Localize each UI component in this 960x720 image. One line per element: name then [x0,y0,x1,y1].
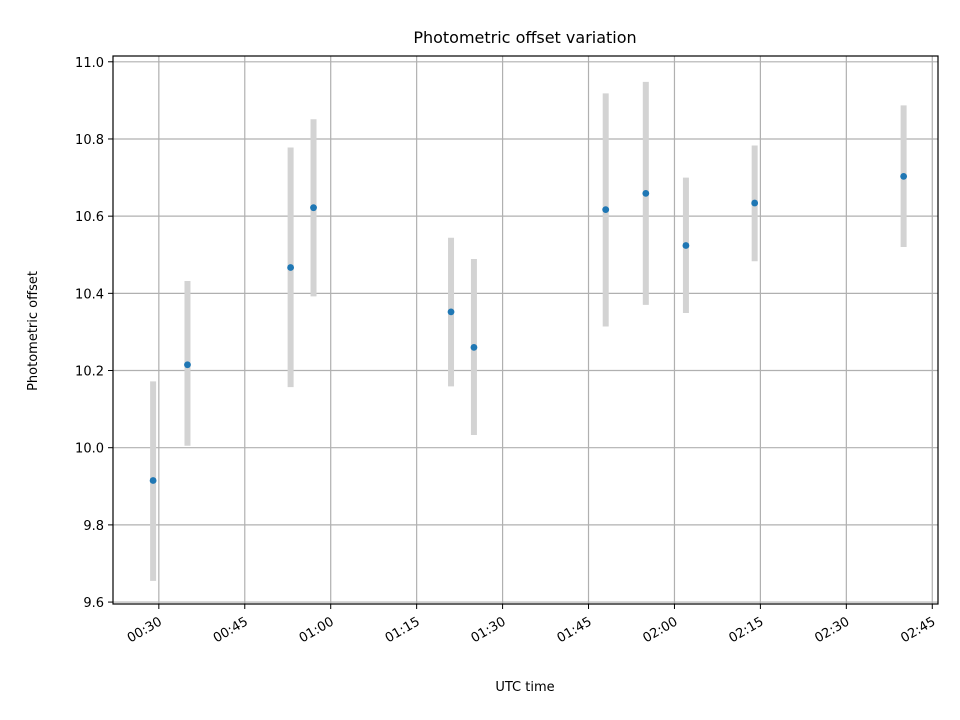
data-point [751,199,759,207]
x-tick-label: 00:30 [125,614,165,646]
y-axis: 9.6 9.8 10.0 10.2 10.4 10.6 10.8 11.0 [75,56,113,611]
x-tick-label: 02:45 [898,614,938,646]
data-point [149,477,157,484]
x-axis-label: UTC time [495,680,554,695]
data-points [149,173,908,484]
chart-title: Photometric offset variation [413,28,636,47]
y-tick-label: 10.0 [75,442,104,457]
data-point [602,206,610,213]
x-tick-label: 02:00 [641,614,681,646]
y-tick-label: 10.6 [75,210,104,225]
x-tick-label: 00:45 [211,614,251,646]
data-point [310,204,317,212]
x-tick-label: 01:45 [555,614,595,646]
data-point [900,173,908,180]
data-point [447,308,455,316]
y-tick-label: 9.8 [83,519,104,534]
y-tick-label: 10.2 [75,365,104,380]
data-point [184,361,191,369]
x-tick-label: 02:30 [812,614,852,646]
y-tick-label: 10.8 [75,133,104,148]
data-point [470,343,478,351]
x-tick-label: 01:30 [469,614,509,646]
data-point [287,264,295,271]
y-tick-label: 10.4 [75,287,104,302]
grid [113,56,938,604]
x-tick-label: 01:00 [297,614,337,646]
data-point [642,189,650,197]
y-tick-label: 11.0 [75,56,104,71]
x-tick-label: 01:15 [383,614,423,646]
x-tick-label: 02:15 [726,614,766,646]
y-tick-label: 9.6 [83,596,104,611]
y-axis-label: Photometric offset [26,271,41,391]
x-axis: 00:30 00:45 01:00 01:15 01:30 01:45 02:00 02:15… [125,604,938,646]
plot-frame [112,55,939,605]
error-bars [150,81,907,581]
data-point [682,242,690,249]
